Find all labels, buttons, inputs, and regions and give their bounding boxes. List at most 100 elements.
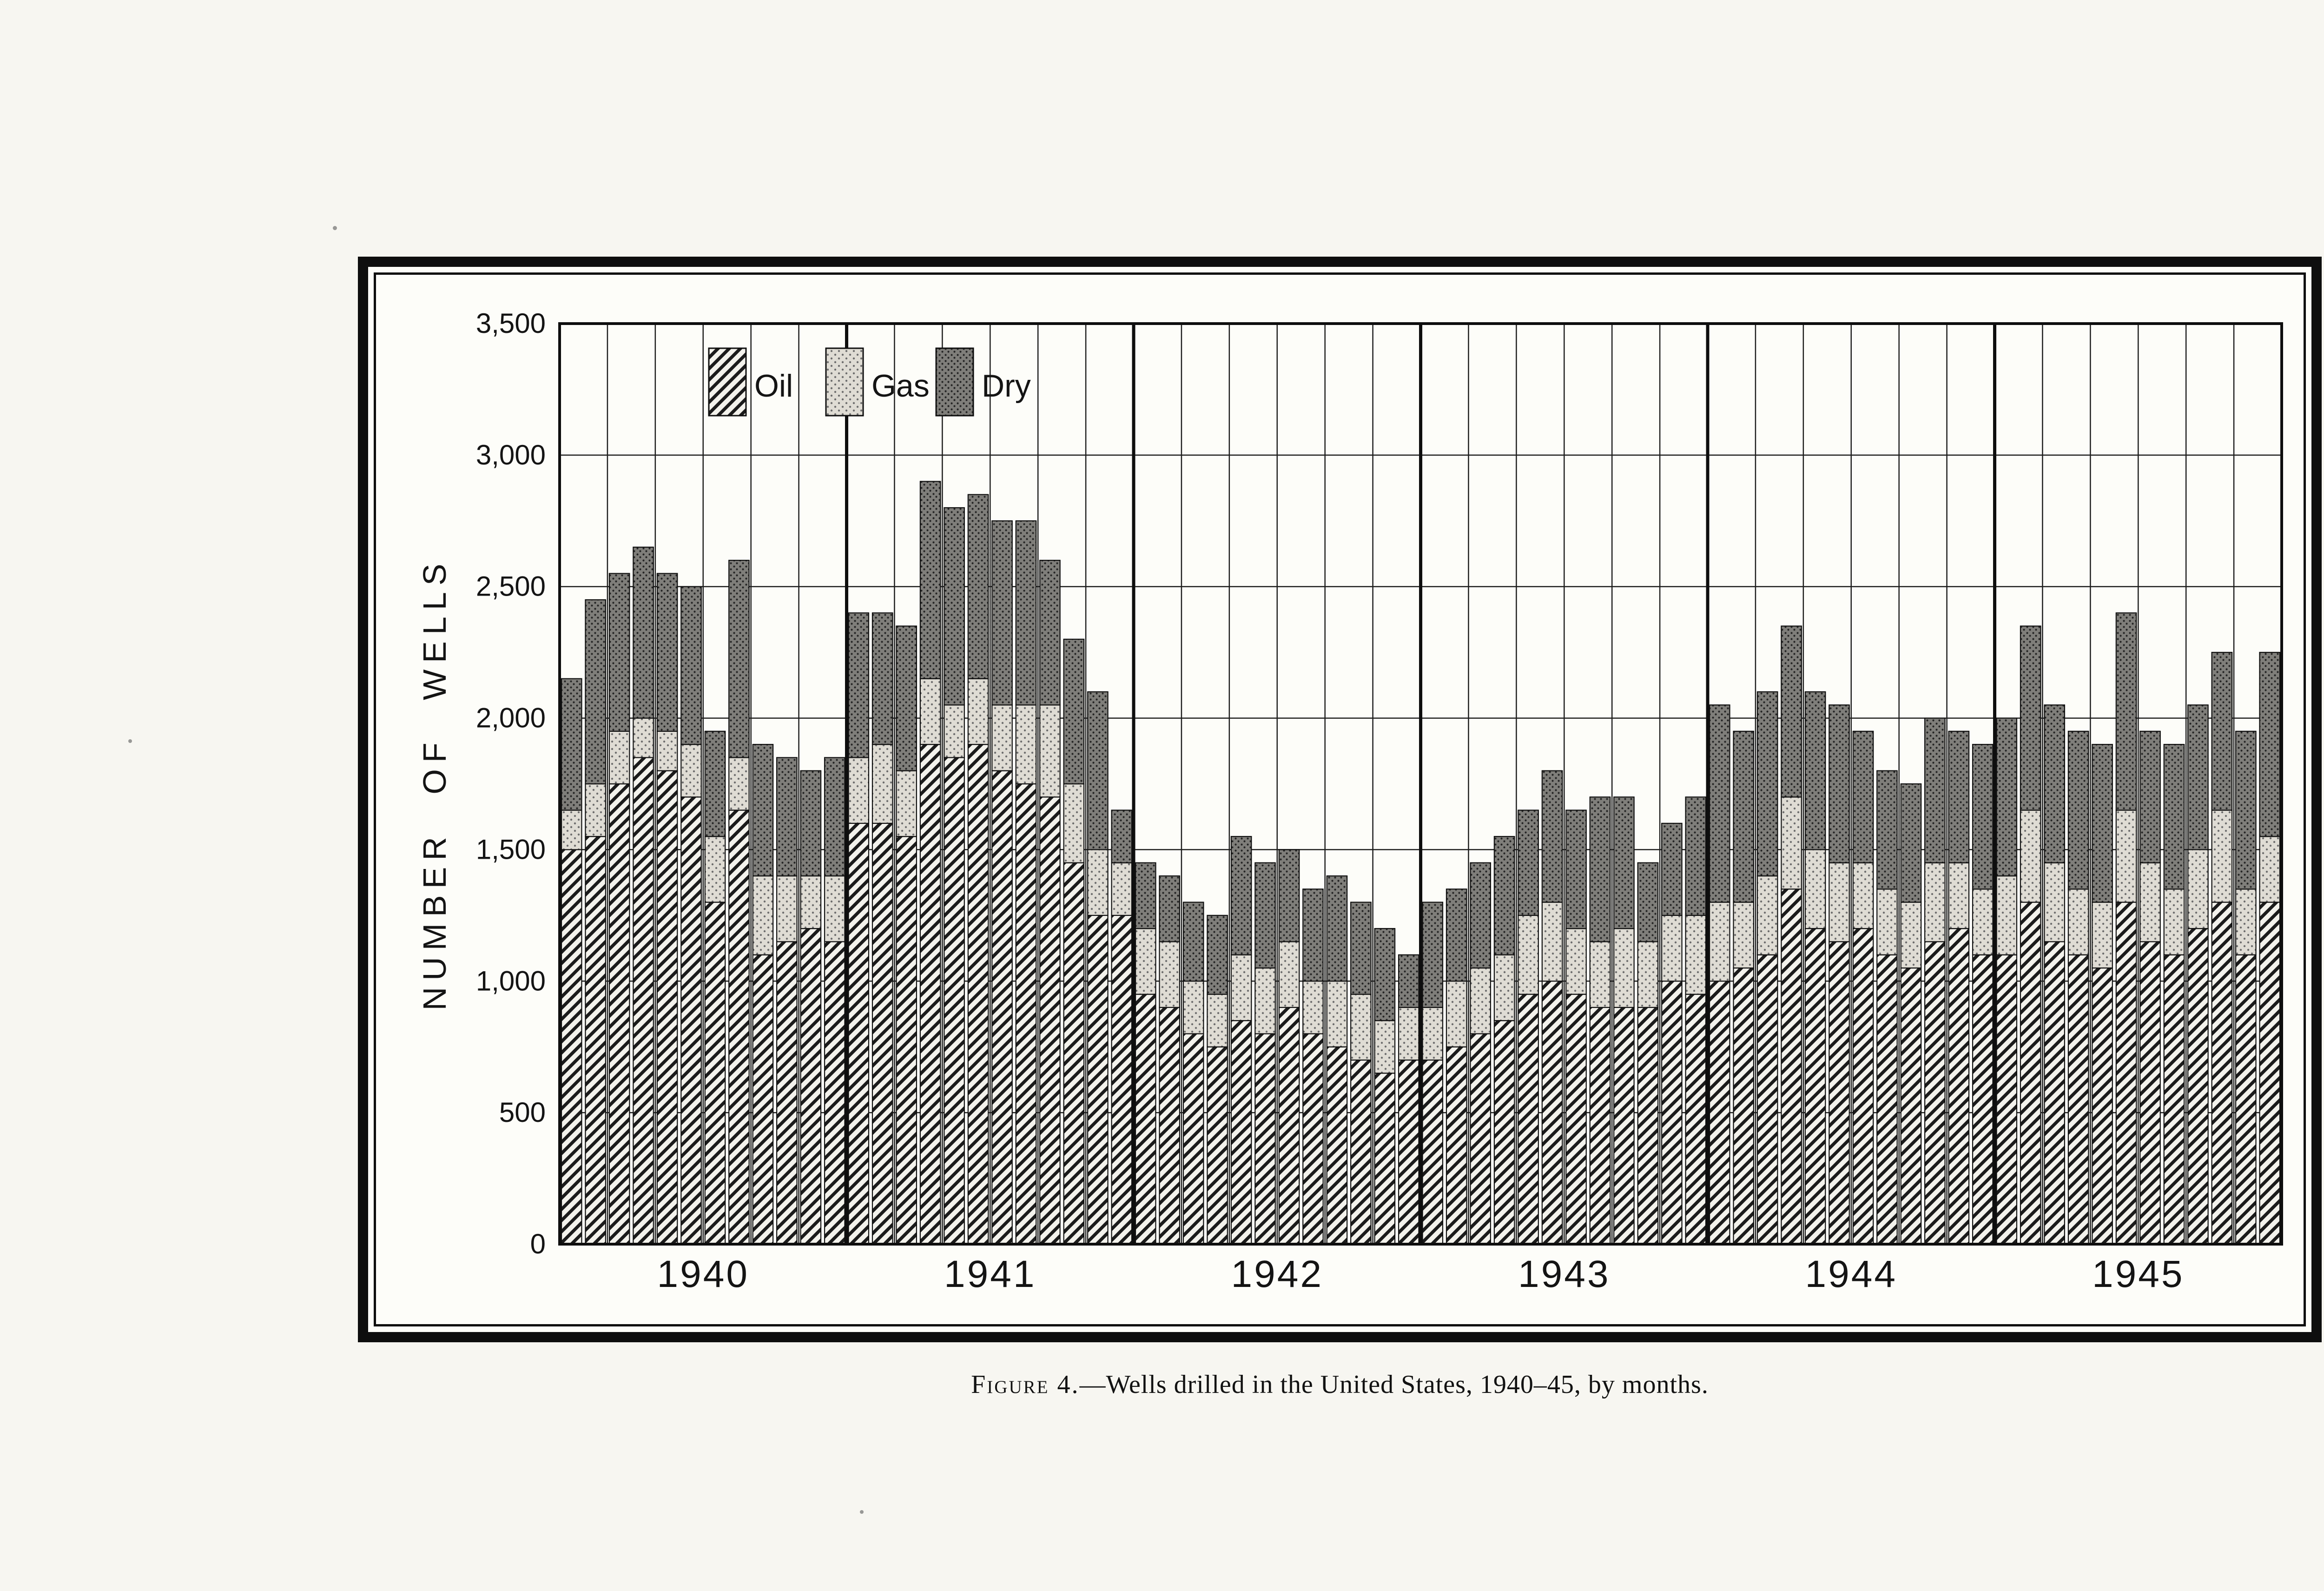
bar-segment-gas: [1829, 862, 1850, 942]
wells-bar-chart: 0 500 1,000 1,500 2,000 2,500 3,000 3,500 1940 19…: [416, 308, 2283, 1295]
bar-segment-oil: [1948, 928, 1970, 1245]
bar-segment-oil: [1159, 1007, 1181, 1245]
bar-segment-oil: [848, 822, 870, 1245]
bar-segment-oil: [1135, 994, 1156, 1245]
x-year-label: 1944: [1805, 1253, 1897, 1295]
bar-segment-gas: [872, 744, 893, 824]
legend-label-dry: Dry: [982, 368, 1031, 404]
bar-segment-oil: [1996, 954, 2018, 1245]
bar-segment-gas: [1230, 954, 1252, 1021]
x-year-label: 1940: [657, 1253, 749, 1295]
bar-segment-dry: [1661, 822, 1683, 916]
bar-segment-oil: [728, 809, 750, 1245]
bar-segment-oil: [1254, 1033, 1276, 1245]
bar-segment-dry: [1159, 875, 1181, 942]
bar-segment-oil: [872, 822, 893, 1245]
bar-segment-gas: [728, 757, 750, 811]
bar-segment-gas: [991, 704, 1013, 771]
bar-segment-gas: [2020, 809, 2041, 903]
bar-segment-dry: [1900, 783, 1922, 903]
bar-segment-oil: [1470, 1033, 1491, 1245]
bar-segment-gas: [1350, 994, 1372, 1061]
bar-segment-gas: [2259, 836, 2281, 903]
bar-segment-oil: [944, 757, 965, 1245]
bar-segment-gas: [944, 704, 965, 758]
bar-segment-gas: [1254, 967, 1276, 1034]
bar-segment-gas: [608, 730, 630, 785]
bar-segment-gas: [704, 836, 726, 903]
bar-segment-dry: [919, 481, 941, 679]
bar-segment-dry: [1518, 809, 1539, 916]
bar-segment-gas: [1087, 849, 1109, 916]
bar-segment-gas: [1493, 954, 1515, 1021]
bar-segment-gas: [2067, 888, 2089, 955]
bar-segment-oil: [2067, 954, 2089, 1245]
bar-segment-oil: [1804, 928, 1826, 1245]
bar-segment-oil: [1685, 994, 1707, 1245]
bar-segment-gas: [1733, 902, 1755, 969]
bar-segment-oil: [1039, 796, 1061, 1245]
bar-segment-dry: [1996, 717, 2018, 877]
bar-segment-gas: [2044, 862, 2065, 942]
bar-segment-dry: [824, 757, 845, 877]
bar-segment-dry: [2092, 744, 2113, 903]
bar-segment-dry: [1302, 888, 1324, 982]
bar-segment-oil: [1972, 954, 1994, 1245]
bar-segment-dry: [656, 573, 678, 732]
bar-segment-gas: [1852, 862, 1874, 929]
bar-segment-dry: [1087, 691, 1109, 850]
bar-segment-gas: [1996, 875, 2018, 955]
bar-segment-gas: [752, 875, 774, 955]
bar-segment-dry: [1039, 560, 1061, 706]
bar-segment-gas: [1661, 915, 1683, 982]
bar-segment-dry: [1709, 704, 1730, 903]
bar-segment-oil: [608, 783, 630, 1245]
bar-segment-dry: [2115, 612, 2137, 811]
bar-segment-oil: [704, 902, 726, 1245]
bar-segment-oil: [1900, 967, 1922, 1245]
bar-segment-oil: [2139, 941, 2161, 1245]
x-year-label: 1943: [1518, 1253, 1610, 1295]
bar-segment-gas: [967, 678, 989, 745]
bar-segment-dry: [896, 625, 917, 771]
bar-segment-oil: [1230, 1020, 1252, 1245]
bar-segment-oil: [2187, 928, 2209, 1245]
bar-segment-gas: [1015, 704, 1037, 785]
legend-label-oil: Oil: [754, 368, 793, 404]
bar-segment-dry: [2163, 744, 2185, 890]
bar-segment-oil: [680, 796, 702, 1245]
bar-segment-oil: [1422, 1059, 1444, 1245]
bar-segment-dry: [1230, 836, 1252, 955]
bar-segment-oil: [2020, 902, 2041, 1245]
scan-speck: [128, 739, 132, 743]
bar-segment-gas: [1518, 915, 1539, 995]
y-tick-label: 0: [530, 1228, 546, 1260]
bar-segment-gas: [1565, 928, 1587, 995]
bar-segment-oil: [1852, 928, 1874, 1245]
bar-segment-dry: [1924, 717, 1946, 863]
bar-segment-oil: [2211, 902, 2233, 1245]
bar-segment-oil: [2115, 902, 2137, 1245]
bar-segment-dry: [1781, 625, 1802, 798]
bar-segment-dry: [2259, 652, 2281, 837]
bar-segment-dry: [967, 494, 989, 679]
bar-segment-dry: [1852, 730, 1874, 863]
bar-segment-dry: [1541, 770, 1563, 903]
bar-segment-dry: [2044, 704, 2065, 863]
bar-segment-oil: [1015, 783, 1037, 1245]
bar-segment-dry: [2211, 652, 2233, 811]
bar-segment-dry: [1278, 849, 1300, 942]
bar-segment-dry: [680, 586, 702, 745]
bar-segment-oil: [1613, 1007, 1635, 1245]
bar-segment-dry: [1972, 744, 1994, 890]
bar-segment-gas: [633, 717, 654, 758]
bar-segment-oil: [824, 941, 845, 1245]
bar-segment-gas: [1207, 994, 1228, 1047]
bar-segment-oil: [2092, 967, 2113, 1245]
bar-segment-gas: [1756, 875, 1778, 955]
bar-segment-dry: [2020, 625, 2041, 811]
bar-segment-oil: [1446, 1046, 1467, 1245]
bar-segment-dry: [1637, 862, 1659, 942]
bar-segment-oil: [1278, 1007, 1300, 1245]
bar-segment-gas: [1159, 941, 1181, 1008]
